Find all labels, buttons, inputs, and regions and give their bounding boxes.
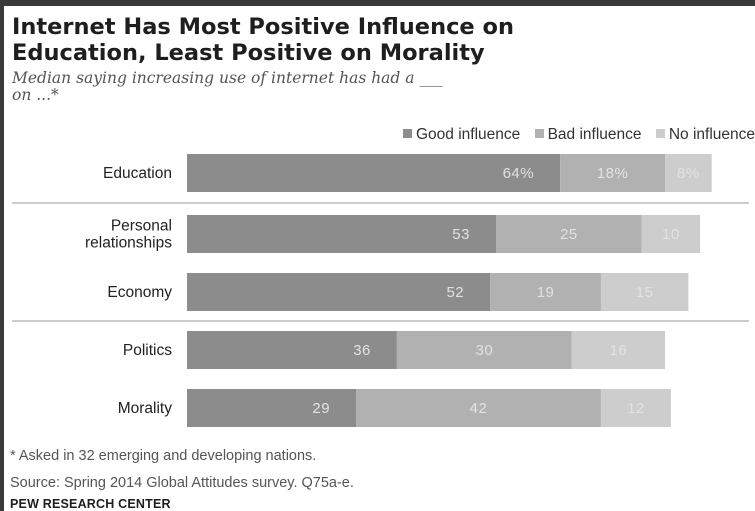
data-label-personal-relationships-none: 10 bbox=[662, 226, 680, 243]
legend-item-none: No influence bbox=[655, 126, 755, 143]
bar-politics-none bbox=[571, 331, 666, 369]
bar-education-none bbox=[665, 154, 712, 192]
category-label-morality: Morality bbox=[118, 400, 173, 417]
data-label-politics-none: 16 bbox=[610, 342, 628, 359]
legend-swatch-bad bbox=[534, 129, 544, 138]
data-label-personal-relationships-good: 53 bbox=[452, 226, 470, 243]
source-note: Source: Spring 2014 Global Attitudes sur… bbox=[10, 475, 354, 491]
category-label-personal-relationships: relationships bbox=[85, 235, 172, 252]
data-label-economy-none: 15 bbox=[636, 284, 654, 301]
chart-title-line-1: Internet Has Most Positive Influence on bbox=[12, 14, 514, 40]
category-label-economy: Economy bbox=[107, 284, 172, 301]
bar-morality-good bbox=[187, 389, 357, 427]
data-label-education-bad: 18% bbox=[597, 165, 629, 182]
bar-politics-good bbox=[187, 331, 397, 369]
legend-swatch-good bbox=[402, 129, 412, 138]
chart-subtitle-line-1: Median saying increasing use of internet… bbox=[12, 69, 443, 87]
data-label-education-good: 64% bbox=[503, 165, 535, 182]
chart-subtitle-line-2: on ...* bbox=[12, 86, 59, 104]
data-label-education-none: 8% bbox=[677, 165, 700, 182]
data-label-economy-bad: 19 bbox=[537, 284, 555, 301]
bar-personal-relationships-none bbox=[641, 215, 701, 253]
data-label-morality-good: 29 bbox=[312, 400, 330, 417]
legend-label-bad: Bad influence bbox=[547, 126, 642, 143]
bar-morality-none bbox=[600, 389, 671, 427]
data-label-personal-relationships-bad: 25 bbox=[560, 226, 578, 243]
bar-education-good bbox=[187, 154, 561, 192]
bar-education-bad bbox=[560, 154, 666, 192]
legend-item-bad: Bad influence bbox=[534, 126, 642, 143]
bar-economy-bad bbox=[490, 273, 601, 311]
bar-economy-good bbox=[187, 273, 491, 311]
category-label-education: Education bbox=[103, 165, 172, 182]
legend-swatch-none bbox=[655, 129, 665, 138]
chart-subtitle: Median saying increasing use of internet… bbox=[12, 70, 752, 104]
data-label-morality-none: 12 bbox=[627, 400, 645, 417]
data-label-politics-good: 36 bbox=[353, 342, 371, 359]
data-label-morality-bad: 42 bbox=[470, 400, 488, 417]
data-label-economy-good: 52 bbox=[446, 284, 464, 301]
bar-personal-relationships-bad bbox=[495, 215, 642, 253]
chart-panel: Internet Has Most Positive Influence on … bbox=[4, 6, 755, 511]
legend-item-good: Good influence bbox=[402, 126, 521, 143]
data-label-politics-bad: 30 bbox=[475, 342, 493, 359]
bar-personal-relationships-good bbox=[187, 215, 496, 253]
legend-label-none: No influence bbox=[668, 126, 755, 143]
footnote: * Asked in 32 emerging and developing na… bbox=[10, 448, 317, 464]
chart-legend: Good influence Bad influence No influenc… bbox=[393, 126, 755, 144]
bar-morality-bad bbox=[356, 389, 601, 427]
category-label-personal-relationships: Personal bbox=[111, 218, 172, 235]
brand-logo-text: PEW RESEARCH CENTER bbox=[10, 497, 171, 511]
bar-economy-none bbox=[600, 273, 689, 311]
bar-politics-bad bbox=[396, 331, 572, 369]
chart-title-line-2: Education, Least Positive on Morality bbox=[12, 40, 485, 66]
legend-label-good: Good influence bbox=[415, 126, 521, 143]
category-label-politics: Politics bbox=[123, 342, 172, 359]
chart-title: Internet Has Most Positive Influence on … bbox=[12, 14, 752, 66]
